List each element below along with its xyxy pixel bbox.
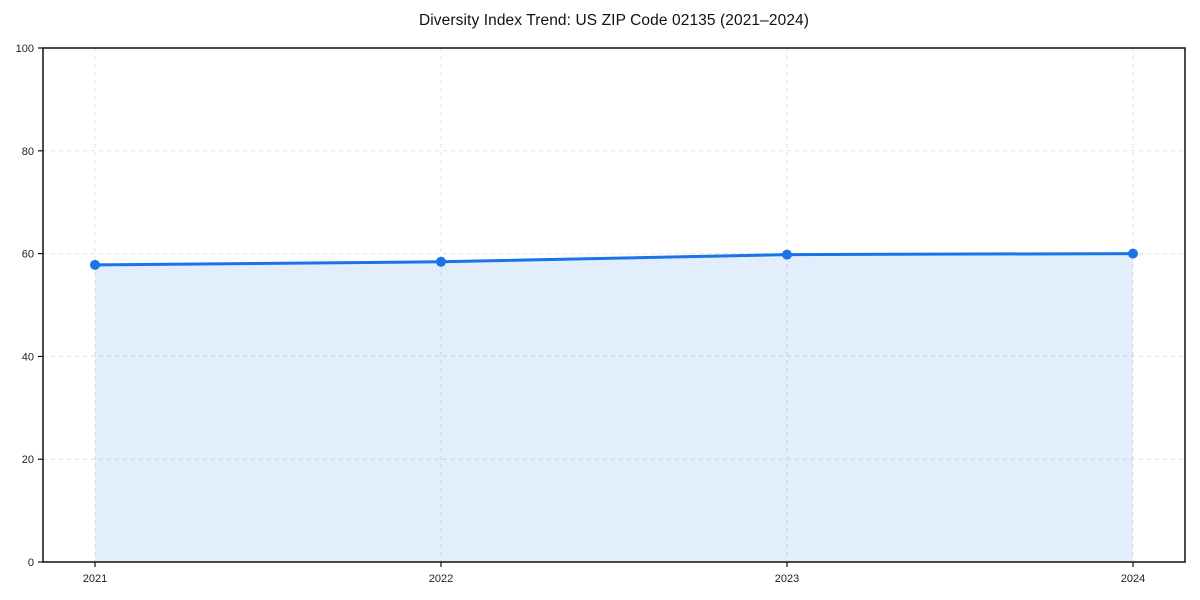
y-tick-label: 60 xyxy=(22,249,34,261)
y-tick-label: 40 xyxy=(22,351,34,363)
x-tick-label: 2021 xyxy=(83,573,107,585)
data-point xyxy=(1128,248,1138,259)
data-point xyxy=(436,256,446,267)
data-point xyxy=(90,259,100,270)
y-tick-label: 0 xyxy=(28,557,34,569)
plot-frame xyxy=(42,47,1186,563)
y-tick-label: 80 xyxy=(22,146,34,158)
y-tick-label: 100 xyxy=(16,43,34,55)
trend-line xyxy=(93,252,1135,267)
area-fill xyxy=(95,253,1133,562)
x-tick-label: 2023 xyxy=(775,573,799,585)
data-point xyxy=(782,249,792,260)
x-tick-label: 2024 xyxy=(1121,573,1145,585)
y-tick-label: 20 xyxy=(22,454,34,466)
x-tick-label: 2022 xyxy=(429,573,453,585)
chart-title: Diversity Index Trend: US ZIP Code 02135… xyxy=(418,12,810,29)
